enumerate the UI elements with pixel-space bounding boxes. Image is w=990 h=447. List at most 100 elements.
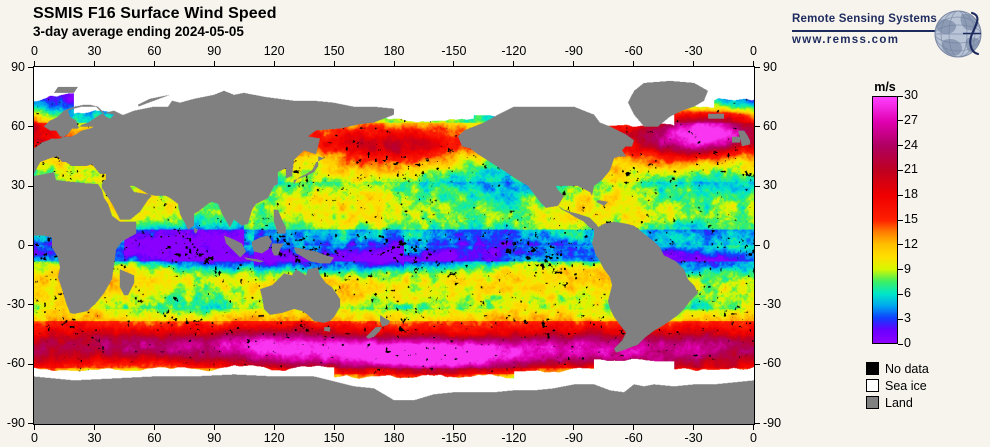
y-axis-tick	[28, 363, 33, 365]
y-axis-label: -90	[763, 415, 782, 430]
colorbar-tick-label: 0	[904, 336, 911, 350]
remss-logo[interactable]: Remote Sensing Systems www.remss.com	[792, 8, 988, 60]
colorbar-tick-label: 6	[904, 286, 911, 301]
title-block: SSMIS F16 Surface Wind Speed 3-day avera…	[33, 4, 277, 40]
y-axis-label: 60	[763, 118, 777, 133]
x-axis-tick	[753, 61, 754, 66]
x-axis-label: 60	[147, 44, 162, 58]
colorbar-tick	[898, 269, 903, 271]
x-axis-label: 0	[750, 431, 757, 445]
colorbar-tick	[898, 145, 903, 147]
x-axis-tick	[513, 425, 515, 430]
y-axis-tick	[28, 423, 33, 424]
x-axis-label: -90	[564, 431, 583, 445]
x-axis-tick	[633, 425, 635, 430]
x-axis-label: 150	[323, 44, 345, 58]
y-axis-tick	[28, 245, 33, 246]
x-axis-tick	[453, 61, 455, 66]
x-axis-label: 30	[87, 431, 102, 445]
x-axis-tick	[633, 61, 635, 66]
x-axis-label: 120	[263, 431, 285, 445]
x-axis-tick	[513, 61, 515, 66]
y-axis-label: 0	[18, 237, 25, 252]
x-axis-label: 180	[383, 431, 405, 445]
y-axis-label: -30	[6, 296, 25, 311]
globe-icon	[932, 8, 984, 65]
colorbar-gradient	[872, 96, 898, 344]
y-axis-label: -60	[6, 356, 25, 371]
colorbar-tick-label: 21	[904, 162, 918, 177]
colorbar-tick-label: 12	[904, 236, 918, 251]
x-axis-tick	[393, 61, 395, 66]
legend-swatch	[866, 379, 879, 392]
colorbar-tick-label: 30	[904, 88, 918, 102]
y-axis-label: 90	[11, 59, 25, 74]
x-axis-tick	[34, 425, 35, 430]
y-axis-tick	[28, 126, 33, 128]
colorbar-tick	[898, 219, 903, 221]
x-axis-tick	[93, 61, 95, 66]
page-title: SSMIS F16 Surface Wind Speed	[33, 5, 277, 22]
colorbar-tick	[898, 95, 903, 97]
colorbar-tick	[898, 293, 903, 295]
colorbar-tick	[898, 318, 903, 320]
colorbar-tick-label: 27	[904, 112, 918, 127]
x-axis-label: 150	[323, 431, 345, 445]
x-axis-label: 60	[147, 431, 162, 445]
y-axis-label: -30	[763, 296, 782, 311]
legend-item: No data	[866, 360, 929, 377]
x-axis-tick	[393, 425, 395, 430]
colorbar-tick	[898, 244, 903, 246]
x-axis-tick	[693, 425, 695, 430]
colorbar-tick-label: 18	[904, 187, 918, 202]
wind-speed-map[interactable]	[33, 66, 755, 425]
x-axis-tick	[333, 425, 335, 430]
y-axis-label: 30	[11, 178, 25, 193]
colorbar-tick-label: 15	[904, 212, 918, 226]
y-axis-label: 30	[763, 178, 777, 193]
legend-label: No data	[885, 361, 929, 376]
colorbar-tick	[898, 169, 903, 171]
legend-label: Sea ice	[885, 378, 927, 393]
y-axis-tick	[28, 304, 33, 306]
logo-divider	[792, 30, 947, 32]
y-axis-tick	[755, 245, 760, 246]
x-axis-tick	[573, 61, 575, 66]
x-axis-tick	[453, 425, 455, 430]
x-axis-label: -120	[501, 431, 527, 445]
x-axis-tick	[93, 425, 95, 430]
page-subtitle: 3-day average ending 2024-05-05	[33, 24, 244, 39]
colorbar-unit-label: m/s	[874, 80, 896, 94]
map-legend: No data Sea ice Land	[866, 360, 929, 411]
colorbar-tick	[898, 194, 903, 196]
y-axis-tick	[755, 423, 760, 424]
y-axis-label: -90	[6, 415, 25, 430]
x-axis-label: 90	[207, 431, 222, 445]
x-axis-tick	[153, 61, 155, 66]
colorbar-tick-label: 9	[904, 261, 911, 276]
colorbar[interactable]	[872, 96, 898, 344]
x-axis-tick	[333, 61, 335, 66]
x-axis-tick	[573, 425, 575, 430]
x-axis-label: -150	[441, 44, 467, 58]
y-axis-tick	[28, 185, 33, 187]
x-axis-label: 30	[87, 44, 102, 58]
logo-website: www.remss.com	[792, 34, 900, 46]
legend-label: Land	[885, 395, 913, 410]
x-axis-label: 180	[383, 44, 405, 58]
x-axis-label: 0	[750, 44, 757, 58]
y-axis-label: 90	[763, 59, 777, 74]
legend-item: Land	[866, 394, 929, 411]
y-axis-label: -60	[763, 356, 782, 371]
x-axis-label: -30	[684, 44, 703, 58]
x-axis-tick	[753, 425, 754, 430]
y-axis-tick	[755, 363, 760, 365]
legend-swatch	[866, 396, 879, 409]
legend-swatch	[866, 362, 879, 375]
x-axis-label: 120	[263, 44, 285, 58]
x-axis-tick	[693, 61, 695, 66]
x-axis-tick	[273, 425, 275, 430]
colorbar-tick	[898, 343, 903, 345]
x-axis-tick	[153, 425, 155, 430]
